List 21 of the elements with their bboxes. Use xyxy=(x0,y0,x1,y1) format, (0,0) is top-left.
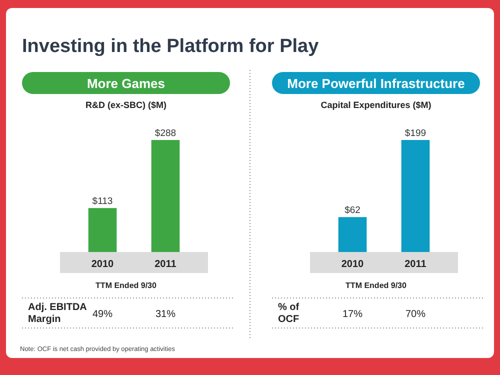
text: Investing in the Platform for Play xyxy=(22,36,320,57)
data-label: $113 xyxy=(92,196,113,208)
x-tick-label: 2010 xyxy=(91,259,114,270)
x-axis-title: TTM Ended 9/30 xyxy=(346,281,407,290)
x-axis-title: TTM Ended 9/30 xyxy=(96,281,157,290)
x-tick-label: 2010 xyxy=(341,259,364,270)
chart-title: More Powerful Infrastructure xyxy=(287,76,465,91)
data-label: $288 xyxy=(154,128,176,139)
data-label: $62 xyxy=(344,205,360,216)
x-tick-label: 2011 xyxy=(404,259,427,270)
text: 17% xyxy=(342,309,363,320)
text: 70% xyxy=(405,309,426,320)
x-tick-label: 2011 xyxy=(154,259,177,270)
text: % of OCF xyxy=(278,302,300,325)
chart-title: More Games xyxy=(86,76,166,91)
text: Adj. EBITDA Margin xyxy=(28,302,87,325)
chart-subtitle: Capital Expenditures ($M) xyxy=(320,100,432,110)
chart-subtitle: R&D (ex-SBC) ($M) xyxy=(86,100,167,110)
text: 49% xyxy=(92,309,113,320)
data-label: $199 xyxy=(404,128,426,139)
text: 31% xyxy=(155,309,176,320)
